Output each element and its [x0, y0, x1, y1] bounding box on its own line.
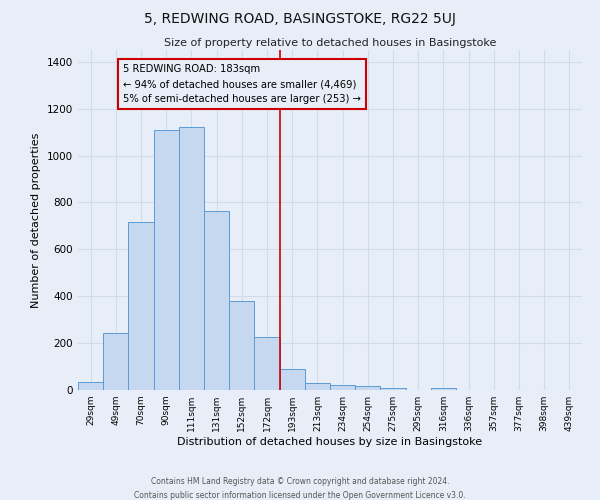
Bar [305, 384, 330, 390]
Bar [128, 222, 154, 390]
Bar [229, 302, 254, 390]
Bar [355, 386, 380, 390]
Bar [78, 382, 103, 390]
Bar [154, 130, 179, 390]
Bar [204, 212, 229, 390]
Bar [179, 126, 204, 390]
Bar [103, 333, 128, 390]
Bar [330, 386, 355, 390]
Text: 5, REDWING ROAD, BASINGSTOKE, RG22 5UJ: 5, REDWING ROAD, BASINGSTOKE, RG22 5UJ [144, 12, 456, 26]
Bar [254, 336, 280, 390]
Title: Size of property relative to detached houses in Basingstoke: Size of property relative to detached ho… [164, 38, 496, 48]
Bar [431, 388, 456, 390]
Text: 5 REDWING ROAD: 183sqm
← 94% of detached houses are smaller (4,469)
5% of semi-d: 5 REDWING ROAD: 183sqm ← 94% of detached… [124, 64, 361, 104]
Text: Contains HM Land Registry data © Crown copyright and database right 2024.
Contai: Contains HM Land Registry data © Crown c… [134, 478, 466, 500]
Bar [280, 369, 305, 390]
Bar [380, 388, 406, 390]
Y-axis label: Number of detached properties: Number of detached properties [31, 132, 41, 308]
X-axis label: Distribution of detached houses by size in Basingstoke: Distribution of detached houses by size … [178, 437, 482, 447]
